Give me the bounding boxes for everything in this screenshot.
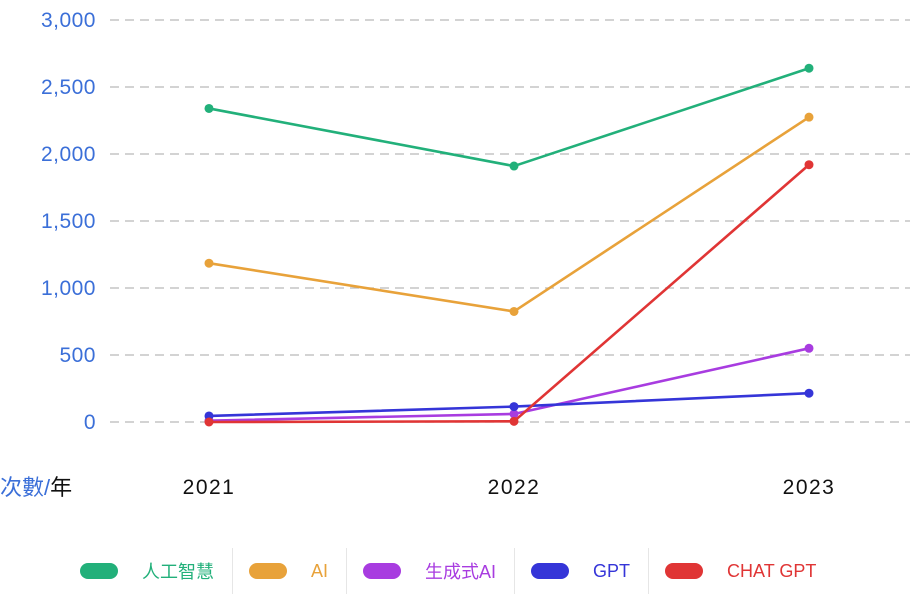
- legend-item[interactable]: AI: [233, 548, 348, 594]
- data-point[interactable]: [509, 402, 519, 412]
- x-tick-label: 2023: [783, 476, 836, 499]
- y-tick-label: 0: [84, 411, 96, 434]
- data-point[interactable]: [804, 63, 814, 73]
- data-point[interactable]: [204, 258, 214, 268]
- x-axis-ticks: 2021 2022 2023: [183, 476, 836, 499]
- y-tick-label: 2,000: [41, 143, 96, 166]
- series-group: [204, 388, 814, 421]
- series-group: [204, 63, 814, 171]
- legend-label: 人工智慧: [142, 562, 214, 582]
- y-tick-label: 2,500: [41, 76, 96, 99]
- data-point[interactable]: [804, 343, 814, 353]
- y-tick-label: 500: [59, 344, 96, 367]
- legend-item[interactable]: CHAT GPT: [649, 548, 834, 594]
- legend-item[interactable]: GPT: [515, 548, 650, 594]
- y-tick-label: 3,000: [41, 9, 96, 32]
- legend-swatch: [665, 563, 704, 579]
- series-line: [208, 163, 810, 424]
- axis-label-unit: 年: [50, 475, 73, 500]
- legend-swatch: [363, 563, 402, 579]
- x-tick-label: 2022: [488, 476, 541, 499]
- legend-item[interactable]: 人工智慧: [64, 548, 233, 594]
- series-line: [208, 67, 810, 168]
- legend-item[interactable]: 生成式AI: [347, 548, 516, 594]
- legend-label: AI: [311, 560, 329, 581]
- legend-label: CHAT GPT: [727, 560, 817, 581]
- data-point[interactable]: [804, 160, 814, 170]
- series-line: [208, 347, 810, 422]
- data-point[interactable]: [509, 306, 519, 316]
- data-point[interactable]: [804, 388, 814, 398]
- data-point[interactable]: [204, 103, 214, 113]
- data-point[interactable]: [509, 416, 519, 426]
- series-line: [208, 116, 810, 313]
- data-point[interactable]: [804, 112, 814, 122]
- series-group: [204, 112, 814, 316]
- legend-swatch: [80, 563, 118, 579]
- data-point[interactable]: [204, 417, 214, 427]
- x-tick-label: 2021: [183, 476, 236, 499]
- legend-label: 生成式AI: [425, 562, 497, 582]
- legend: 人工智慧 AI 生成式AI GPT CHAT GPT: [64, 548, 834, 594]
- series-lines: [204, 63, 814, 427]
- data-point[interactable]: [509, 409, 519, 419]
- y-tick-label: 1,500: [41, 210, 96, 233]
- gridlines: [110, 19, 910, 423]
- legend-label: GPT: [593, 560, 631, 581]
- data-point[interactable]: [509, 161, 519, 171]
- series-line: [208, 391, 810, 418]
- axis-unit-label: 次數/年: [0, 470, 72, 502]
- axis-label-separator: /: [44, 475, 51, 500]
- legend-swatch: [531, 563, 570, 579]
- y-axis-ticks: 3,000 2,500 2,000 1,500 1,000 500 0: [41, 9, 96, 434]
- y-tick-label: 1,000: [41, 277, 96, 300]
- axis-label-main: 次數: [0, 475, 45, 500]
- legend-swatch: [249, 563, 287, 579]
- series-group: [204, 160, 814, 427]
